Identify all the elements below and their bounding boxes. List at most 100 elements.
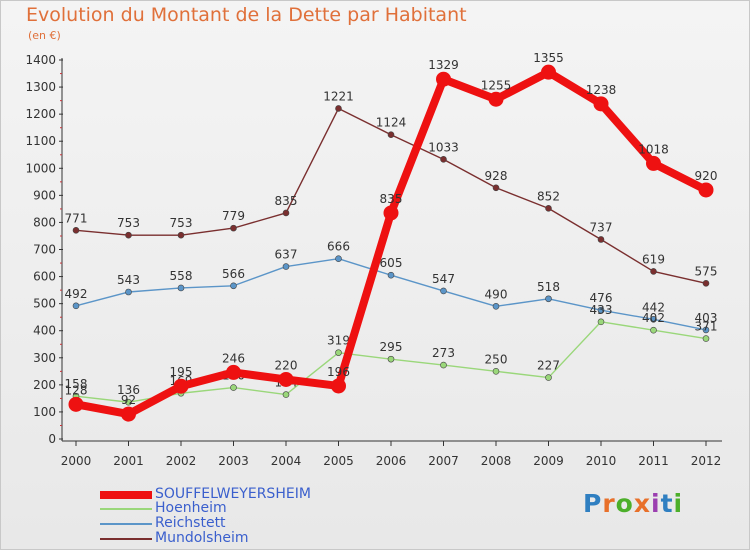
logo-letter: o — [615, 489, 634, 518]
data-label: 1329 — [428, 58, 459, 72]
logo-letter: t — [660, 489, 674, 518]
y-tick-label: 200 — [33, 378, 56, 392]
data-point — [541, 64, 556, 80]
data-label: 402 — [642, 311, 665, 325]
x-tick-label: 2012 — [691, 454, 722, 468]
data-point — [125, 398, 132, 406]
data-label: 753 — [170, 216, 193, 230]
x-tick-label: 2008 — [481, 454, 512, 468]
data-label: 158 — [65, 377, 88, 391]
data-point — [650, 316, 657, 323]
data-label: 273 — [432, 346, 455, 360]
data-point — [173, 378, 189, 394]
data-label: 371 — [695, 320, 718, 334]
y-tick-label: 600 — [33, 270, 56, 284]
data-label: 666 — [327, 240, 350, 254]
data-point — [282, 209, 290, 217]
data-label: 136 — [117, 383, 140, 397]
data-point — [698, 182, 714, 198]
data-point — [702, 280, 710, 287]
x-tick-label: 2003 — [218, 454, 249, 468]
data-label: 835 — [275, 194, 298, 208]
legend-swatch — [100, 508, 152, 510]
legend-label: Mundolsheim — [155, 530, 249, 546]
data-point — [72, 302, 80, 310]
data-point — [545, 374, 552, 381]
data-label: 566 — [222, 267, 245, 281]
legend-swatch — [100, 491, 152, 499]
y-tick-label: 1100 — [25, 134, 56, 148]
legend-label: SOUFFELWEYERSHEIM — [155, 486, 311, 502]
data-point — [335, 255, 342, 263]
x-tick-label: 2000 — [61, 454, 92, 468]
x-tick-label: 2010 — [586, 454, 617, 468]
data-point — [702, 335, 710, 342]
data-point — [177, 284, 185, 292]
chart-title: Evolution du Montant de la Dette par Hab… — [26, 4, 467, 26]
x-tick-label: 2009 — [533, 454, 564, 468]
data-point — [492, 303, 500, 310]
x-tick-label: 2004 — [271, 454, 302, 468]
data-point — [68, 396, 84, 412]
data-label: 1255 — [481, 78, 512, 92]
y-tick-label: 300 — [33, 351, 56, 365]
data-label: 737 — [590, 220, 613, 234]
y-tick-label: 1000 — [25, 161, 56, 175]
data-point — [335, 105, 342, 112]
data-label: 753 — [117, 216, 140, 230]
y-tick-label: 700 — [33, 243, 56, 257]
data-point — [597, 306, 605, 314]
data-label: 920 — [695, 169, 718, 183]
data-point — [492, 368, 500, 375]
data-point — [545, 295, 552, 303]
data-label: 605 — [380, 256, 403, 270]
data-label: 1355 — [533, 51, 564, 65]
data-label: 195 — [170, 365, 193, 379]
data-point — [125, 231, 132, 239]
data-label: 771 — [65, 211, 88, 225]
data-point — [121, 406, 136, 422]
data-point — [387, 131, 395, 139]
y-tick-label: 900 — [33, 188, 56, 202]
data-point — [650, 326, 657, 334]
data-point — [383, 205, 399, 221]
y-tick-label: 1400 — [25, 53, 56, 67]
data-label: 246 — [222, 351, 245, 365]
data-label: 835 — [380, 192, 403, 206]
data-label: 1124 — [376, 116, 407, 130]
data-label: 575 — [695, 264, 718, 278]
data-point — [387, 271, 395, 279]
x-tick-label: 2006 — [376, 454, 407, 468]
y-tick-label: 800 — [33, 215, 56, 229]
logo-letter: x — [633, 489, 651, 518]
data-label: 319 — [327, 334, 350, 348]
data-point — [436, 71, 451, 87]
logo-letter: i — [673, 489, 684, 518]
x-tick-label: 2011 — [638, 454, 669, 468]
data-point — [230, 224, 237, 232]
y-tick-label: 0 — [48, 432, 56, 446]
data-label: 1018 — [638, 142, 669, 156]
y-tick-label: 400 — [33, 324, 56, 338]
data-label: 558 — [170, 269, 193, 283]
data-label: 442 — [642, 300, 665, 314]
x-tick-label: 2007 — [428, 454, 459, 468]
data-point — [72, 226, 80, 234]
data-label: 403 — [695, 311, 718, 325]
data-label: 220 — [275, 358, 298, 372]
data-point — [278, 371, 294, 387]
legend-label: Hoenheim — [155, 500, 227, 516]
data-label: 547 — [432, 272, 455, 286]
chart-subtitle: (en €) — [28, 29, 61, 42]
data-point — [597, 236, 605, 243]
data-point — [282, 391, 290, 398]
data-label: 1221 — [323, 89, 354, 103]
x-tick-label: 2002 — [166, 454, 197, 468]
data-point — [492, 184, 500, 192]
data-point — [545, 205, 552, 212]
data-point — [387, 355, 395, 363]
data-label: 852 — [537, 189, 560, 203]
legend-swatch — [100, 523, 152, 525]
proxiti-logo: Proxiti — [583, 489, 683, 518]
data-label: 476 — [590, 291, 613, 305]
